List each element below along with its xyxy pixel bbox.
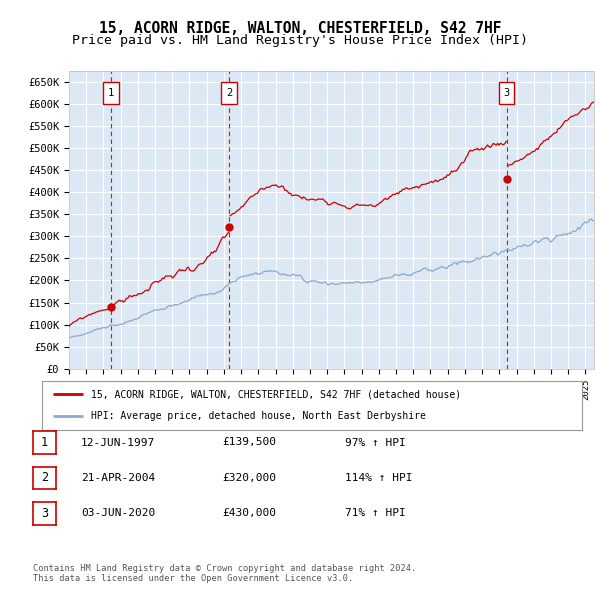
FancyBboxPatch shape [499,82,514,104]
Text: Contains HM Land Registry data © Crown copyright and database right 2024.
This d: Contains HM Land Registry data © Crown c… [33,563,416,583]
Text: 3: 3 [41,507,48,520]
Text: 3: 3 [503,88,509,98]
Text: 15, ACORN RIDGE, WALTON, CHESTERFIELD, S42 7HF (detached house): 15, ACORN RIDGE, WALTON, CHESTERFIELD, S… [91,389,461,399]
Text: 12-JUN-1997: 12-JUN-1997 [81,438,155,447]
Text: 2: 2 [226,88,232,98]
Text: HPI: Average price, detached house, North East Derbyshire: HPI: Average price, detached house, Nort… [91,411,425,421]
Text: Price paid vs. HM Land Registry's House Price Index (HPI): Price paid vs. HM Land Registry's House … [72,34,528,47]
Text: 1: 1 [41,436,48,449]
Text: 114% ↑ HPI: 114% ↑ HPI [345,473,413,483]
Text: 1: 1 [108,88,114,98]
FancyBboxPatch shape [221,82,237,104]
Text: 21-APR-2004: 21-APR-2004 [81,473,155,483]
Text: 15, ACORN RIDGE, WALTON, CHESTERFIELD, S42 7HF: 15, ACORN RIDGE, WALTON, CHESTERFIELD, S… [99,21,501,35]
Text: 71% ↑ HPI: 71% ↑ HPI [345,509,406,518]
FancyBboxPatch shape [103,82,119,104]
Text: £320,000: £320,000 [222,473,276,483]
Text: £139,500: £139,500 [222,438,276,447]
Text: 2: 2 [41,471,48,484]
Text: 03-JUN-2020: 03-JUN-2020 [81,509,155,518]
Text: £430,000: £430,000 [222,509,276,518]
Text: 97% ↑ HPI: 97% ↑ HPI [345,438,406,447]
